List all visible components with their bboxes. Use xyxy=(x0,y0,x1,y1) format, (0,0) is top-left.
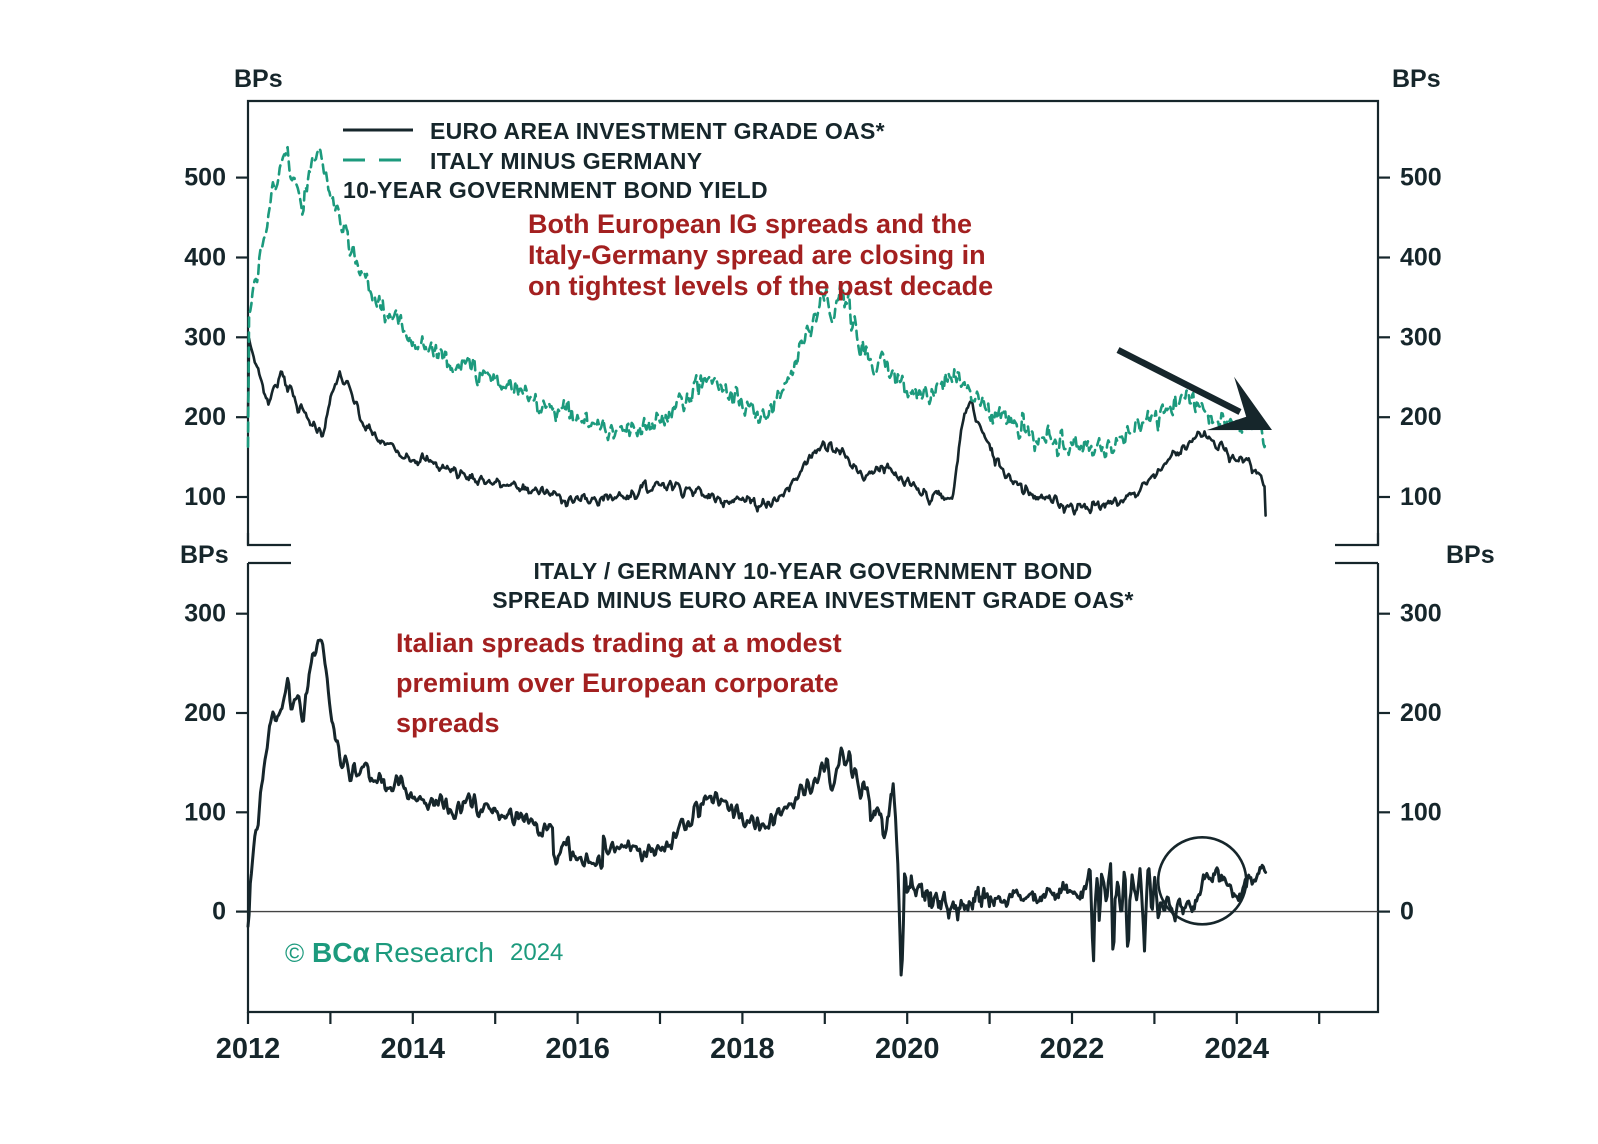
svg-text:200: 200 xyxy=(1400,699,1442,727)
svg-text:2014: 2014 xyxy=(381,1033,446,1065)
svg-text:2012: 2012 xyxy=(216,1033,281,1065)
svg-text:BPs: BPs xyxy=(1446,541,1495,569)
svg-text:BPs: BPs xyxy=(180,541,229,569)
svg-text:Both European IG spreads and t: Both European IG spreads and the xyxy=(528,209,972,239)
svg-text:BPs: BPs xyxy=(1392,65,1441,93)
svg-text:on tightest levels of the past: on tightest levels of the past decade xyxy=(528,271,993,301)
svg-text:ITALY MINUS GERMANY: ITALY MINUS GERMANY xyxy=(430,148,702,174)
svg-text:300: 300 xyxy=(184,323,226,351)
svg-text:100: 100 xyxy=(184,798,226,826)
svg-text:2024: 2024 xyxy=(1205,1033,1270,1065)
svg-text:300: 300 xyxy=(1400,323,1442,351)
svg-text:Research: Research xyxy=(374,937,494,968)
svg-text:EURO AREA INVESTMENT GRADE OAS: EURO AREA INVESTMENT GRADE OAS* xyxy=(430,118,885,144)
svg-text:Italian spreads trading at a m: Italian spreads trading at a modest xyxy=(396,628,842,658)
svg-text:2024: 2024 xyxy=(510,939,563,966)
svg-text:200: 200 xyxy=(184,403,226,431)
svg-text:400: 400 xyxy=(184,244,226,272)
svg-text:SPREAD MINUS EURO AREA INVESTM: SPREAD MINUS EURO AREA INVESTMENT GRADE … xyxy=(492,587,1134,613)
svg-text:Italy-Germany spread are closi: Italy-Germany spread are closing in xyxy=(528,240,986,270)
svg-text:100: 100 xyxy=(184,483,226,511)
svg-text:100: 100 xyxy=(1400,798,1442,826)
svg-text:2018: 2018 xyxy=(710,1033,775,1065)
svg-text:©: © xyxy=(285,938,304,968)
svg-text:2022: 2022 xyxy=(1040,1033,1105,1065)
svg-text:BPs: BPs xyxy=(234,65,283,93)
svg-text:400: 400 xyxy=(1400,244,1442,272)
svg-text:200: 200 xyxy=(184,699,226,727)
svg-text:BCα: BCα xyxy=(312,937,370,968)
svg-text:0: 0 xyxy=(1400,898,1414,926)
svg-text:500: 500 xyxy=(184,164,226,192)
svg-text:2016: 2016 xyxy=(545,1033,610,1065)
svg-text:300: 300 xyxy=(184,600,226,628)
svg-text:100: 100 xyxy=(1400,483,1442,511)
svg-text:0: 0 xyxy=(212,898,226,926)
svg-text:premium over European corporat: premium over European corporate xyxy=(396,668,839,698)
svg-text:500: 500 xyxy=(1400,164,1442,192)
svg-text:ITALY / GERMANY 10-YEAR GOVERN: ITALY / GERMANY 10-YEAR GOVERNMENT BOND xyxy=(533,558,1092,584)
svg-text:300: 300 xyxy=(1400,600,1442,628)
svg-text:200: 200 xyxy=(1400,403,1442,431)
svg-text:10-YEAR GOVERNMENT BOND YIELD: 10-YEAR GOVERNMENT BOND YIELD xyxy=(343,177,768,203)
svg-text:spreads: spreads xyxy=(396,708,500,738)
svg-text:2020: 2020 xyxy=(875,1033,940,1065)
